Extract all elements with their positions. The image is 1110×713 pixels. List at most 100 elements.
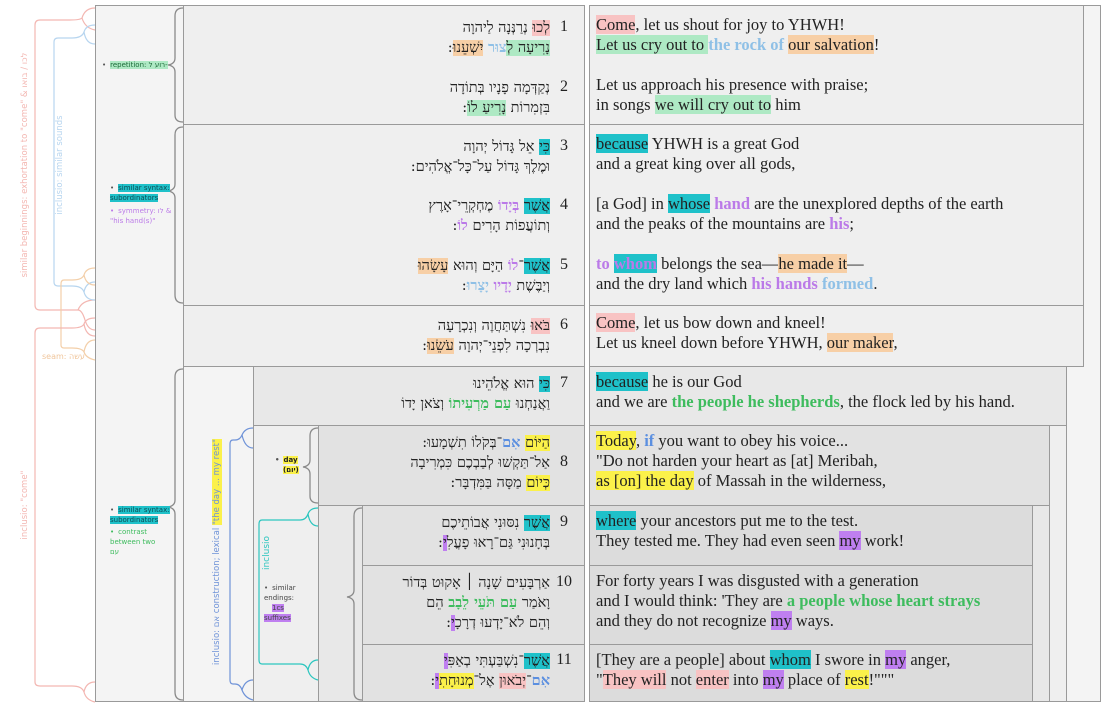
hebrew-verse-7: כִּי הוּא אֱלֹהֵינוּ וַאֲנַחְנוּ עַם מַרְ… [300, 374, 550, 414]
eng-text-run: I swore in [810, 650, 886, 669]
heb-highlight: כִּי [539, 376, 550, 392]
english-verse-8: Today, if you want to obey his voice... "… [596, 431, 886, 491]
eng-highlight: our salvation [788, 35, 874, 54]
eng-text-run: YHWH is a great God [648, 134, 800, 153]
eng-highlight: They will [602, 670, 667, 689]
heb-highlight: י [435, 673, 440, 689]
label-inclusio-teal: inclusio [262, 535, 272, 571]
eng-highlight: Today [596, 431, 636, 450]
eng-text-run: not [666, 670, 696, 689]
label-inclusio-construction-a: inclusio: אם construction; lexical [212, 525, 222, 665]
heb-highlight: יָצָרוּ [466, 277, 489, 294]
eng-highlight: my [770, 611, 792, 630]
eng-text-run: him [771, 95, 801, 114]
heb-text-run: בְּחָנוּנִי גַּם־רָאוּ פָעֳלִ [446, 535, 550, 551]
heb-highlight: אִם [502, 434, 521, 451]
hebrew-verse-3: כִּי אֵל גָּדוֹל יְהוָה וּמֶלֶךְ גָּדוֹל … [300, 137, 550, 177]
heb-highlight: אֲשֶׁר [523, 198, 550, 214]
eng-text-run: [They are a people] about [596, 650, 770, 669]
eng-highlight: rest [844, 670, 869, 689]
hebrew-verse-2: נְקַדְּמָה פָנָיו בְּתוֹדָה בִּזְמִרוֹת נ… [300, 78, 550, 118]
heb-text-run: הֵם [426, 595, 449, 611]
heb-text-run: : [462, 100, 468, 116]
eng-text-run: Let us kneel down before YHWH, [596, 333, 827, 352]
eng-text-run: anger, [906, 650, 951, 669]
hebrew-verse-10: אַרְבָּעִים שָׁנָה ׀ אָקוּט בְּדוֹר וָאֹמ… [380, 573, 550, 633]
english-verse-11: [They are a people] about whom I swore i… [596, 650, 950, 690]
heb-highlight: לוֹ [507, 257, 519, 274]
eng-text-run: "Do not harden your heart as [at] Meriba… [596, 451, 878, 470]
eng-highlight: the people he shepherds [671, 392, 840, 411]
eng-highlight: my [885, 650, 907, 669]
heb-text-run: : [430, 673, 436, 689]
eng-highlight: his hands [751, 274, 818, 293]
heb-highlight: י [450, 615, 455, 631]
eng-highlight: whose [667, 194, 711, 213]
eng-text-run: Let us approach his presence with praise… [596, 75, 869, 94]
label-similar-beginnings: similar beginnings: exhortation to "come… [20, 52, 30, 278]
heb-text-run: וְתוֹעֲפוֹת הָרִים [467, 218, 550, 234]
heb-highlight: הַיּוֹם [525, 435, 550, 451]
eng-highlight: hand [714, 194, 751, 213]
note-similar-endings: • similar endings: 1cs suffixes [264, 584, 296, 622]
heb-text-run: : [447, 40, 453, 56]
heb-highlight: לוֹ [457, 217, 468, 234]
heb-highlight: לְכוּ [532, 20, 550, 36]
heb-highlight: יְבֹאוּן [499, 673, 527, 689]
heb-text-run: בִּזְמִרוֹת [506, 100, 550, 116]
verse-number: 10 [556, 573, 572, 590]
heb-text-run: נְרַנְּנָה לַיהוָה [462, 20, 533, 36]
eng-highlight: because [596, 134, 649, 153]
english-stanza-7 [589, 366, 1067, 426]
eng-highlight: as [on] the day [596, 471, 694, 490]
hebrew-stanza-1-2 [183, 5, 585, 125]
hebrew-verse-1: לְכוּ נְרַנְּנָה לַיהוָה נָרִיעָה לְצוּר … [300, 18, 550, 58]
english-verse-7: because he is our God and we are the peop… [596, 372, 1015, 412]
english-stanza-8 [589, 425, 1050, 506]
eng-text-run: work! [860, 531, 905, 550]
english-verse-9: where your ancestors put me to the test.… [596, 511, 904, 551]
hebrew-verse-5: אֲשֶׁר־לוֹ הַיָּם וְהוּא עָשָׂהוּ וְיַבֶּ… [300, 256, 550, 296]
eng-text-run: of Massah in the wilderness, [693, 471, 887, 490]
heb-text-run: נְקַדְּמָה פָנָיו בְּתוֹדָה [449, 80, 550, 96]
heb-highlight: מְנוּחָתִ [439, 673, 474, 689]
eng-text-run: your ancestors put me to the test. [636, 511, 859, 530]
hebrew-verse-9: אֲשֶׁר נִסּוּנִי אֲבוֹתֵיכֶם בְּחָנוּנִי … [380, 513, 550, 553]
heb-text-run: אַרְבָּעִים שָׁנָה ׀ אָקוּט בְּדוֹר [402, 575, 550, 591]
heb-text-run: : [422, 338, 427, 354]
eng-highlight: if [644, 431, 655, 450]
label-inclusio-construction-b: "the day ... my rest" [212, 439, 222, 526]
heb-text-run: נִסּוּנִי אֲבוֹתֵיכֶם [441, 515, 524, 531]
eng-highlight: a people whose heart strays [786, 591, 981, 610]
eng-text-run: and they do not recognize [596, 611, 771, 630]
eng-text-run: and we are [596, 392, 672, 411]
eng-text-run: and a great king over all gods, [596, 154, 796, 173]
eng-highlight: Come [596, 15, 636, 34]
label-inclusio-construction: inclusio: אם construction; lexical "the … [212, 439, 222, 665]
heb-text-run: וָאֹמַר [517, 595, 550, 611]
eng-highlight: Let us cry out to [596, 35, 709, 54]
eng-text-run: ! [873, 35, 880, 54]
note-repetition: • repetition: רוע ל- [102, 61, 168, 69]
english-stanza-3-5 [589, 124, 1084, 306]
eng-text-run: They tested me. They had even seen [596, 531, 840, 550]
english-verse-1: Come, let us shout for joy to YHWH! Let u… [596, 15, 879, 55]
eng-highlight: enter [695, 670, 729, 689]
heb-highlight: צוּר [487, 39, 507, 56]
heb-highlight: יִשְׁעֵנוּ [452, 40, 484, 56]
hebrew-stanza-10 [362, 565, 585, 645]
heb-text-run: אֶל־ [473, 673, 500, 689]
hebrew-stanza-6 [183, 305, 585, 367]
eng-text-run: place of [783, 670, 845, 689]
verse-number: 11 [556, 651, 572, 668]
heb-highlight: אֲשֶׁר [523, 258, 550, 274]
english-verse-5: to whom belongs the sea—he made it— and t… [596, 254, 877, 294]
label-seam: seam: עשה [42, 352, 85, 361]
english-stanza-10 [589, 565, 1033, 645]
verse-number: 4 [560, 196, 568, 213]
heb-highlight: בְּיָדוֹ [497, 197, 520, 214]
heb-text-run: וְיַבֶּשֶׁת [511, 278, 550, 294]
eng-text-run: he is our God [648, 372, 742, 391]
note-contrast: • contrast between two עם [110, 528, 156, 556]
heb-highlight: י [443, 653, 448, 669]
